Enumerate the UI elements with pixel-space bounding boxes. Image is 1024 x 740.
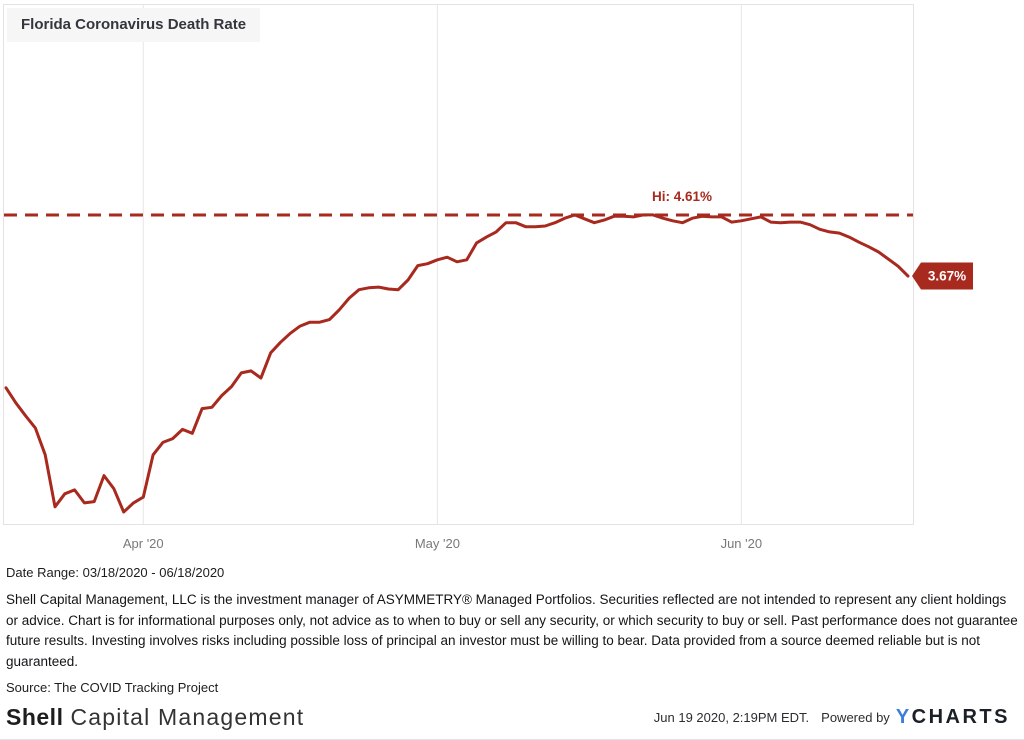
ycharts-logo-charts: CHARTS: [911, 706, 1010, 728]
shell-capital-logo: Shell Capital Management: [6, 704, 304, 731]
chart-area[interactable]: Apr '20 May '20 Jun '20 3.67% Florida Coron…: [0, 0, 1024, 556]
date-range-label: Date Range: 03/18/2020 - 06/18/2020: [6, 565, 225, 580]
ycharts-logo: Y CHARTS: [896, 706, 1010, 729]
last-value-badge: [912, 262, 973, 290]
disclaimer-text: Shell Capital Management, LLC is the inv…: [6, 592, 1018, 669]
x-tick-label: Jun '20: [721, 536, 763, 551]
x-tick-label: May '20: [415, 536, 460, 551]
powered-by-block: Jun 19 2020, 2:19PM EDT. Powered by Y CH…: [654, 706, 1010, 729]
x-tick-label: Apr '20: [123, 536, 164, 551]
chart-canvas: Apr '20 May '20 Jun '20 3.67%: [3, 4, 973, 551]
footer: Date Range: 03/18/2020 - 06/18/2020 Shel…: [0, 565, 1024, 731]
source-label: Source: The COVID Tracking Project: [6, 680, 219, 695]
powered-by-label: Powered by: [821, 710, 890, 725]
logo-rest-text: Capital Management: [70, 704, 305, 730]
death-rate-line: [4, 213, 910, 514]
timestamp-label: Jun 19 2020, 2:19PM EDT.: [653, 710, 810, 725]
plot-border: [3, 4, 914, 525]
hi-annotation-label: Hi: 4.61%: [652, 189, 713, 204]
logo-bold-text: Shell: [6, 704, 64, 730]
ycharts-logo-y: Y: [895, 706, 912, 728]
brand-row: Shell Capital Management Jun 19 2020, 2:…: [6, 704, 1018, 731]
chart-title: Florida Coronavirus Death Rate: [7, 8, 261, 42]
last-value-badge-text: 3.67%: [928, 269, 966, 284]
